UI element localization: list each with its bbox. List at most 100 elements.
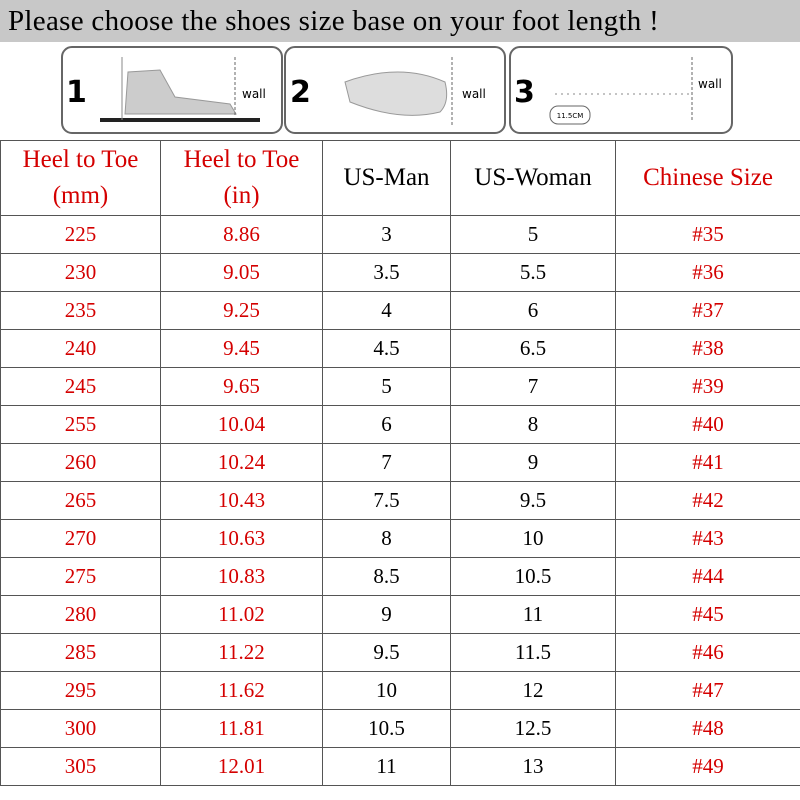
title-bar: Please choose the shoes size base on you… <box>0 0 800 42</box>
foot <box>124 69 237 115</box>
table-cell: 10.5 <box>322 709 451 748</box>
table-row: 230 9.05 3.5 5.5 #36 <box>0 253 800 292</box>
column-header: US-Woman <box>450 140 616 216</box>
table-cell: #45 <box>615 595 800 634</box>
table-row: 265 10.43 7.5 9.5 #42 <box>0 481 800 520</box>
table-cell: 9.65 <box>160 367 323 406</box>
table-cell: #36 <box>615 253 800 292</box>
foot <box>344 71 448 116</box>
table-cell: 5 <box>450 215 616 254</box>
table-cell: 10.04 <box>160 405 323 444</box>
table-cell: 280 <box>0 595 161 634</box>
table-cell: 9.5 <box>322 633 451 672</box>
table-cell: #40 <box>615 405 800 444</box>
table-row: 260 10.24 7 9 #41 <box>0 443 800 482</box>
table-cell: 7 <box>322 443 451 482</box>
table-cell: 255 <box>0 405 161 444</box>
table-cell: 3 <box>322 215 451 254</box>
table-cell: 11.5 <box>450 633 616 672</box>
table-cell: 11.62 <box>160 671 323 710</box>
table-cell: 285 <box>0 633 161 672</box>
table-cell: 11.02 <box>160 595 323 634</box>
table-row: 295 11.62 10 12 #47 <box>0 671 800 710</box>
wall-label: wall <box>698 77 722 91</box>
table-cell: #43 <box>615 519 800 558</box>
table-cell: 8 <box>450 405 616 444</box>
table-cell: 275 <box>0 557 161 596</box>
table-cell: 11.81 <box>160 709 323 748</box>
table-cell: 10.63 <box>160 519 323 558</box>
table-cell: 11 <box>322 747 451 786</box>
table-cell: 6 <box>450 291 616 330</box>
table-cell: 7.5 <box>322 481 451 520</box>
table-cell: 8.5 <box>322 557 451 596</box>
table-cell: 10.43 <box>160 481 323 520</box>
table-cell: #44 <box>615 557 800 596</box>
table-cell: 12.01 <box>160 747 323 786</box>
table-cell: 12.5 <box>450 709 616 748</box>
column-header: Heel to Toe (in) <box>160 140 323 216</box>
table-cell: 10 <box>322 671 451 710</box>
table-cell: 10.5 <box>450 557 616 596</box>
table-cell: 4 <box>322 291 451 330</box>
table-cell: #38 <box>615 329 800 368</box>
table-cell: 3.5 <box>322 253 451 292</box>
step-number: 1 <box>66 75 87 110</box>
table-cell: 10 <box>450 519 616 558</box>
table-cell: #35 <box>615 215 800 254</box>
table-cell: 270 <box>0 519 161 558</box>
table-row: 235 9.25 4 6 #37 <box>0 291 800 330</box>
table-cell: #39 <box>615 367 800 406</box>
table-cell: 6 <box>322 405 451 444</box>
table-cell: 245 <box>0 367 161 406</box>
measure-badge <box>549 105 591 125</box>
size-table: Heel to Toe (mm) Heel to Toe (in) US-Man US… <box>0 140 800 786</box>
table-cell: 9.05 <box>160 253 323 292</box>
table-cell: 225 <box>0 215 161 254</box>
table-cell: #42 <box>615 481 800 520</box>
table-row: 275 10.83 8.5 10.5 #44 <box>0 557 800 596</box>
table-row: 255 10.04 6 8 #40 <box>0 405 800 444</box>
table-cell: 9.25 <box>160 291 323 330</box>
table-cell: 12 <box>450 671 616 710</box>
step-number: 2 <box>290 75 311 110</box>
table-cell: 305 <box>0 747 161 786</box>
table-cell: 8 <box>322 519 451 558</box>
measure-label: 11.5CM <box>557 112 584 120</box>
table-cell: 10.83 <box>160 557 323 596</box>
table-cell: #48 <box>615 709 800 748</box>
table-cell: 11.22 <box>160 633 323 672</box>
table-cell: #46 <box>615 633 800 672</box>
table-row: 305 12.01 11 13 #49 <box>0 747 800 786</box>
table-cell: #47 <box>615 671 800 710</box>
table-cell: 295 <box>0 671 161 710</box>
table-cell: 13 <box>450 747 616 786</box>
table-row: 240 9.45 4.5 6.5 #38 <box>0 329 800 368</box>
table-cell: 230 <box>0 253 161 292</box>
illustration: 1 wall 2 wall 3 wall 11.5CM <box>61 46 733 134</box>
table-cell: 7 <box>450 367 616 406</box>
table-row: 280 11.02 9 11 #45 <box>0 595 800 634</box>
table-cell: 5.5 <box>450 253 616 292</box>
table-cell: #37 <box>615 291 800 330</box>
column-header: US-Man <box>322 140 451 216</box>
column-header: Chinese Size <box>615 140 800 216</box>
wall-label: wall <box>462 87 486 101</box>
table-cell: 9.5 <box>450 481 616 520</box>
table-row: 270 10.63 8 10 #43 <box>0 519 800 558</box>
table-row: 225 8.86 3 5 #35 <box>0 215 800 254</box>
table-cell: 300 <box>0 709 161 748</box>
table-cell: 6.5 <box>450 329 616 368</box>
table-cell: #49 <box>615 747 800 786</box>
column-header: Heel to Toe (mm) <box>0 140 161 216</box>
table-row: 300 11.81 10.5 12.5 #48 <box>0 709 800 748</box>
panel-3: 3 wall 11.5CM <box>509 46 733 134</box>
table-cell: 235 <box>0 291 161 330</box>
table-cell: 260 <box>0 443 161 482</box>
wall-label: wall <box>242 87 266 101</box>
table-body: 225 8.86 3 5 #35 230 9.05 3.5 5.5 #36 235 9.25 4 6 #37… <box>0 215 800 786</box>
table-cell: #41 <box>615 443 800 482</box>
table-cell: 240 <box>0 329 161 368</box>
table-cell: 9 <box>450 443 616 482</box>
